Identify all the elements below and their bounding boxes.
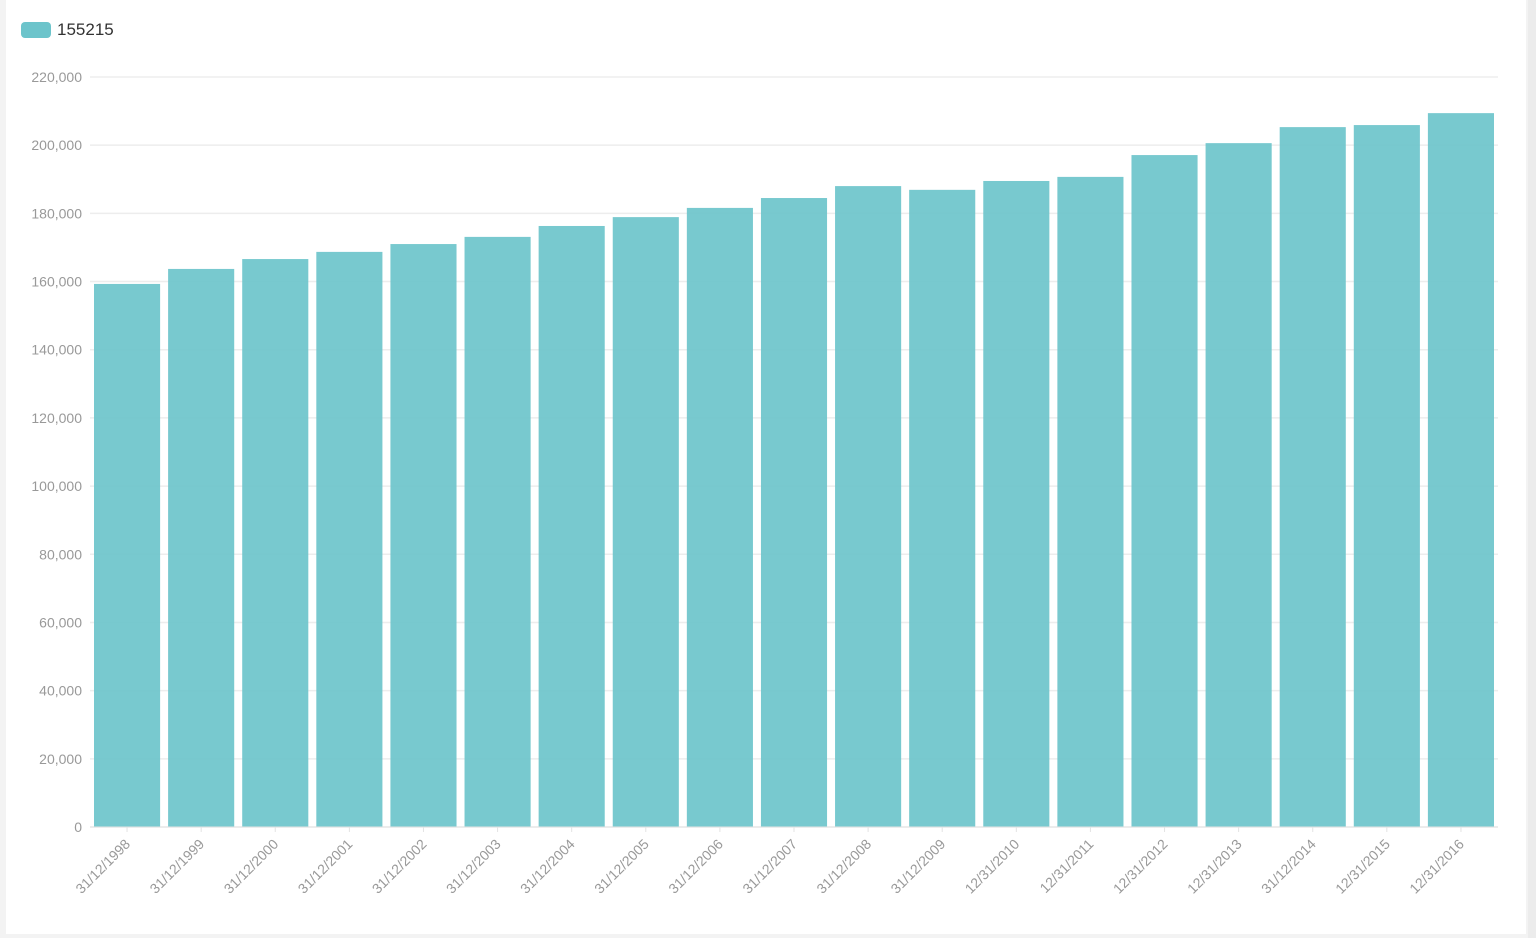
bar[interactable] [94, 283, 161, 827]
y-tick-label: 120,000 [31, 410, 82, 426]
y-tick-label: 200,000 [31, 137, 82, 153]
bar[interactable] [760, 198, 828, 828]
x-tick-label: 12/31/2010 [962, 836, 1023, 897]
x-tick-label: 12/31/2015 [1332, 836, 1393, 897]
y-tick-label: 40,000 [39, 683, 82, 699]
bar[interactable] [1131, 155, 1198, 827]
bar[interactable] [1353, 125, 1420, 828]
bar[interactable] [1427, 113, 1494, 828]
bar[interactable] [316, 251, 383, 828]
y-tick-label: 140,000 [31, 342, 82, 358]
x-tick-label: 12/31/2011 [1036, 836, 1096, 896]
bar[interactable] [464, 236, 531, 828]
y-tick-label: 220,000 [31, 69, 82, 85]
x-tick-label: 31/12/1998 [72, 836, 133, 897]
y-tick-label: 60,000 [39, 614, 82, 630]
y-tick-label: 0 [74, 819, 82, 835]
bar[interactable] [390, 244, 457, 827]
x-tick-label: 31/12/2014 [1258, 836, 1319, 897]
x-tick-label: 31/12/2002 [369, 836, 430, 897]
x-tick-label: 31/12/2005 [591, 836, 652, 897]
bar[interactable] [909, 189, 976, 827]
bar[interactable] [983, 180, 1050, 827]
bar[interactable] [1205, 143, 1272, 828]
bar[interactable] [612, 217, 679, 827]
bar[interactable] [1279, 127, 1346, 827]
legend-label: 155215 [57, 20, 114, 39]
legend[interactable]: 155215 [21, 20, 114, 40]
y-tick-label: 20,000 [39, 751, 82, 767]
bar[interactable] [1057, 176, 1124, 828]
y-tick-label: 80,000 [39, 546, 82, 562]
x-tick-label: 31/12/2000 [221, 836, 282, 897]
x-tick-label: 31/12/2007 [739, 836, 800, 897]
legend-swatch [21, 22, 51, 38]
bar[interactable] [835, 186, 902, 827]
x-tick-label: 31/12/2008 [813, 836, 874, 897]
x-tick-label: 12/31/2013 [1184, 836, 1245, 897]
bar[interactable] [686, 207, 753, 828]
x-tick-label: 31/12/2001 [295, 836, 356, 897]
y-tick-label: 160,000 [31, 274, 82, 290]
x-tick-label: 31/12/2009 [887, 836, 948, 897]
bar[interactable] [538, 225, 605, 827]
bar[interactable] [242, 259, 309, 828]
x-tick-label: 31/12/2003 [443, 836, 504, 897]
x-tick-label: 31/12/1999 [146, 836, 207, 897]
x-tick-label: 31/12/2004 [517, 836, 578, 897]
bar[interactable] [168, 268, 235, 827]
y-tick-label: 180,000 [31, 205, 82, 221]
x-tick-label: 12/31/2016 [1406, 836, 1467, 897]
y-tick-label: 100,000 [31, 478, 82, 494]
scrollbar[interactable] [1528, 0, 1536, 938]
x-tick-label: 31/12/2006 [665, 836, 726, 897]
x-tick-label: 12/31/2012 [1110, 836, 1171, 897]
